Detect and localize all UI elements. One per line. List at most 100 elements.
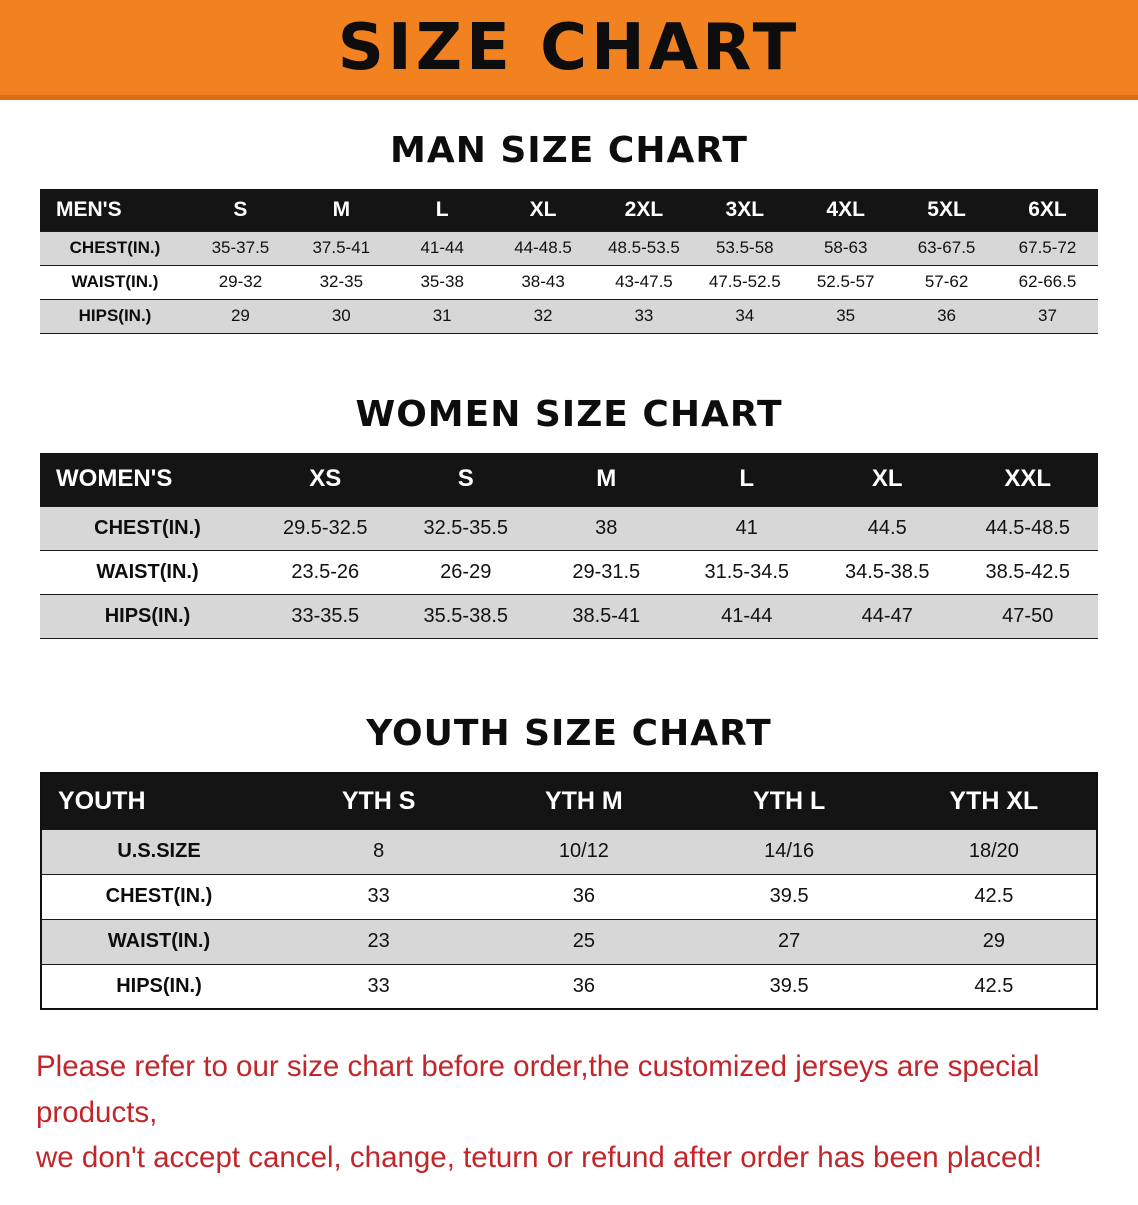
women-size-col-header: XS — [309, 465, 342, 493]
size-cell: 38-43 — [521, 272, 565, 291]
row-label: HIPS(IN.) — [104, 605, 191, 627]
size-cell: 30 — [331, 306, 351, 325]
size-cell: 29.5-32.5 — [282, 517, 368, 539]
women-chest-row: CHEST(IN.) 29.5-32.5 32.5-35.5 38 41 44.… — [40, 506, 1098, 551]
size-cell: 57-62 — [924, 272, 969, 291]
men-section-title: MAN SIZE CHART — [390, 130, 748, 171]
row-label: HIPS(IN.) — [78, 306, 152, 325]
size-cell: 47-50 — [1002, 605, 1054, 627]
size-cell: 63-67.5 — [917, 238, 976, 257]
youth-size-table: YOUTH YTH S YTH M YTH L YTH XL U.S.SIZE … — [40, 772, 1098, 1010]
size-cell: 47.5-52.5 — [708, 272, 781, 291]
men-chest-row: CHEST(IN.) 35-37.5 37.5-41 41-44 44-48.5… — [40, 231, 1098, 265]
women-size-col-header: S — [457, 465, 474, 493]
size-cell: 29-32 — [218, 272, 263, 291]
women-header-row: WOMEN'S XS S M L XL XXL — [40, 452, 1098, 507]
women-size-col-header: XXL — [1004, 465, 1052, 493]
men-size-col-header: XL — [529, 197, 557, 221]
women-waist-row: WAIST(IN.) 23.5-26 26-29 29-31.5 31.5-34… — [40, 550, 1098, 595]
size-cell: 38.5-42.5 — [985, 561, 1070, 583]
women-size-section: WOMEN SIZE CHART WOMEN'S XS S M L XL XXL… — [0, 393, 1138, 639]
men-size-col-header: L — [435, 197, 449, 221]
size-cell: 29 — [230, 306, 250, 325]
row-label: U.S.SIZE — [117, 840, 201, 862]
men-size-col-header: 5XL — [927, 197, 966, 221]
spacer — [0, 669, 1138, 683]
youth-size-col-header: YTH M — [544, 786, 623, 815]
men-size-section: MAN SIZE CHART MEN'S S M L XL 2XL 3XL 4X… — [0, 130, 1138, 334]
men-header-row: MEN'S S M L XL 2XL 3XL 4XL 5XL 6XL — [40, 189, 1098, 231]
spacer — [0, 334, 1138, 364]
size-cell: 52.5-57 — [816, 272, 875, 291]
size-cell: 44.5 — [867, 517, 907, 539]
men-size-col-header: 6XL — [1028, 197, 1067, 221]
size-cell: 42.5 — [974, 885, 1014, 907]
size-cell: 35-37.5 — [211, 238, 270, 257]
notice-line-2: we don't accept cancel, change, teturn o… — [36, 1141, 1042, 1175]
size-cell: 44-48.5 — [514, 238, 572, 257]
men-size-col-header: M — [332, 197, 351, 221]
size-cell: 25 — [572, 930, 595, 952]
size-cell: 34 — [735, 306, 755, 325]
size-cell: 33 — [367, 885, 390, 907]
size-cell: 41 — [735, 517, 758, 539]
row-label: WAIST(IN.) — [71, 272, 159, 291]
size-cell: 36 — [572, 974, 595, 997]
size-cell: 29 — [982, 930, 1005, 952]
size-cell: 48.5-53.5 — [608, 238, 680, 257]
youth-chest-row: CHEST(IN.) 33 36 39.5 42.5 — [41, 874, 1097, 919]
women-size-col-header: XL — [871, 465, 903, 493]
youth-size-col-header: YTH L — [753, 786, 826, 815]
size-cell: 26-29 — [440, 561, 492, 583]
women-section-title: WOMEN SIZE CHART — [355, 393, 783, 435]
women-size-col-header: M — [596, 465, 617, 493]
size-cell: 41-44 — [721, 605, 773, 627]
size-cell: 53.5-58 — [715, 238, 774, 257]
youth-waist-row: WAIST(IN.) 23 25 27 29 — [41, 919, 1097, 964]
size-cell: 62-66.5 — [1018, 272, 1077, 291]
men-header-label: MEN'S — [56, 197, 122, 221]
size-cell: 27 — [778, 930, 801, 952]
size-cell: 36 — [937, 306, 957, 325]
size-cell: 8 — [373, 840, 385, 862]
size-cell: 58-63 — [823, 238, 868, 257]
size-cell: 32.5-35.5 — [423, 517, 508, 539]
spacer — [0, 639, 1138, 669]
size-cell: 38 — [595, 517, 618, 539]
size-cell: 35-38 — [420, 272, 464, 291]
size-cell: 44.5-48.5 — [985, 517, 1070, 539]
women-size-col-header: L — [739, 465, 755, 493]
youth-header-row: YOUTH YTH S YTH M YTH L YTH XL — [41, 773, 1097, 829]
size-cell: 35.5-38.5 — [423, 605, 508, 627]
women-size-table: WOMEN'S XS S M L XL XXL CHEST(IN.) 29.5-… — [40, 452, 1098, 639]
size-cell: 31 — [432, 306, 452, 325]
youth-size-col-header: YTH XL — [949, 786, 1039, 815]
size-cell: 14/16 — [764, 840, 815, 862]
youth-hips-row: HIPS(IN.) 33 36 39.5 42.5 — [41, 964, 1097, 1009]
size-cell: 67.5-72 — [1018, 238, 1077, 257]
size-cell: 38.5-41 — [572, 605, 641, 627]
youth-ussize-row: U.S.SIZE 8 10/12 14/16 18/20 — [41, 829, 1097, 874]
size-cell: 23 — [367, 930, 390, 952]
men-hips-row: HIPS(IN.) 29 30 31 32 33 34 35 36 37 — [40, 299, 1098, 333]
size-cell: 32 — [533, 306, 553, 325]
size-cell: 37.5-41 — [312, 238, 371, 257]
youth-header-label: YOUTH — [58, 786, 146, 815]
men-size-col-header: S — [233, 197, 248, 221]
women-hips-row: HIPS(IN.) 33-35.5 35.5-38.5 38.5-41 41-4… — [40, 594, 1098, 639]
size-cell: 44-47 — [861, 605, 913, 627]
size-cell: 32-35 — [319, 272, 364, 291]
size-cell: 39.5 — [769, 974, 809, 997]
size-cell: 31.5-34.5 — [704, 561, 789, 583]
size-cell: 33 — [634, 306, 654, 325]
row-label: WAIST(IN.) — [107, 930, 211, 952]
size-cell: 35 — [836, 306, 856, 325]
banner: SIZE CHART — [0, 0, 1138, 100]
row-label: CHEST(IN.) — [69, 238, 161, 257]
youth-size-section: YOUTH SIZE CHART YOUTH YTH S YTH M YTH L… — [0, 713, 1138, 1010]
size-cell: 34.5-38.5 — [844, 561, 930, 583]
size-cell: 37 — [1038, 306, 1057, 325]
size-cell: 42.5 — [974, 974, 1014, 997]
men-size-col-header: 3XL — [725, 197, 765, 221]
